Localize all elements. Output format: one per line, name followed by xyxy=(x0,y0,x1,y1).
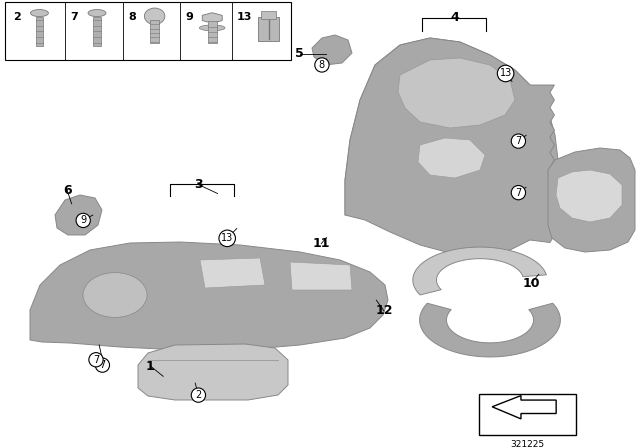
Bar xyxy=(36,17,44,46)
Text: 7: 7 xyxy=(99,360,106,370)
Text: 4: 4 xyxy=(450,11,459,25)
Text: 2: 2 xyxy=(13,12,20,22)
Polygon shape xyxy=(312,35,352,65)
Polygon shape xyxy=(556,170,622,222)
Bar xyxy=(479,394,576,435)
Text: 7: 7 xyxy=(515,188,522,198)
Bar xyxy=(259,17,279,41)
Polygon shape xyxy=(418,138,485,178)
Text: 7: 7 xyxy=(515,136,522,146)
Text: 8: 8 xyxy=(319,60,325,70)
Polygon shape xyxy=(492,396,556,419)
Text: 321225: 321225 xyxy=(510,440,545,448)
Polygon shape xyxy=(55,195,102,235)
Polygon shape xyxy=(548,148,635,252)
Polygon shape xyxy=(202,13,222,23)
Bar xyxy=(150,20,159,43)
Text: 1: 1 xyxy=(146,359,155,373)
Text: 13: 13 xyxy=(221,233,234,243)
Text: 7: 7 xyxy=(70,12,78,22)
Text: 11: 11 xyxy=(312,237,330,250)
Ellipse shape xyxy=(145,8,165,24)
Polygon shape xyxy=(345,38,554,255)
Ellipse shape xyxy=(83,272,147,317)
Text: 9: 9 xyxy=(186,12,193,22)
Text: 5: 5 xyxy=(295,47,304,60)
Polygon shape xyxy=(290,262,352,290)
Polygon shape xyxy=(420,303,561,357)
Ellipse shape xyxy=(88,9,106,17)
Polygon shape xyxy=(30,242,388,350)
Text: 13: 13 xyxy=(499,69,512,78)
Text: 6: 6 xyxy=(63,184,72,197)
Bar xyxy=(261,11,276,19)
Polygon shape xyxy=(200,258,265,288)
Bar xyxy=(5,2,291,60)
Text: 10: 10 xyxy=(522,276,540,290)
Polygon shape xyxy=(345,38,558,242)
Text: 7: 7 xyxy=(93,355,99,365)
Polygon shape xyxy=(413,247,547,295)
Ellipse shape xyxy=(200,25,225,31)
Text: 8: 8 xyxy=(128,12,136,22)
Text: 12: 12 xyxy=(375,304,393,318)
Polygon shape xyxy=(138,344,288,400)
Text: 9: 9 xyxy=(80,215,86,225)
Polygon shape xyxy=(398,58,515,128)
Text: 13: 13 xyxy=(237,12,252,22)
Ellipse shape xyxy=(31,9,49,17)
Bar xyxy=(93,17,101,46)
Bar xyxy=(208,22,217,43)
Text: 2: 2 xyxy=(195,390,202,400)
Text: 3: 3 xyxy=(194,178,203,191)
